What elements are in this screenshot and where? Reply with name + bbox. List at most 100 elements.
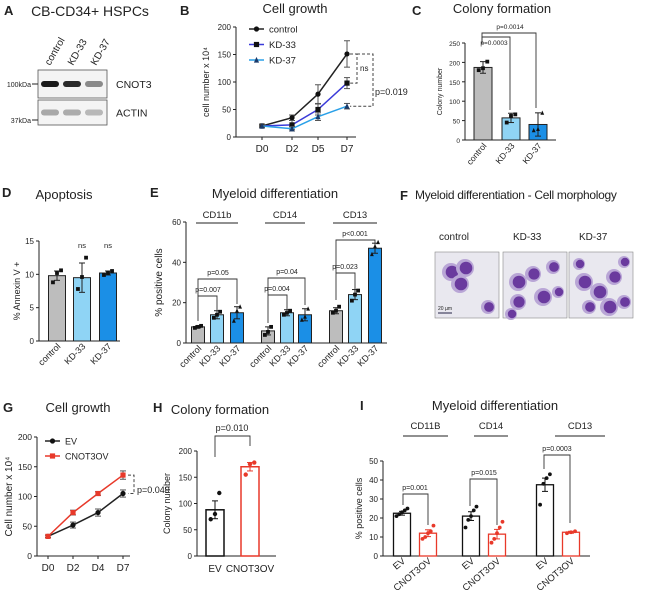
I-data-point [426, 531, 430, 536]
panel-title-e: Myeloid differentiation [211, 186, 339, 201]
B-x-tick-label: D2 [286, 144, 299, 155]
band [85, 109, 103, 116]
C-data-point [531, 127, 536, 133]
E-y-tick-label: 40 [172, 258, 181, 267]
panel-label-h: H [153, 400, 163, 415]
I-y-tick-label: 40 [369, 476, 378, 485]
I-data-point [471, 508, 476, 513]
E-data-point [356, 288, 360, 293]
H-y-tick-label: 0 [188, 552, 193, 561]
G-series-line-CNOT3OV [47, 474, 124, 537]
cell-nucleus [512, 275, 526, 289]
panel-title-d: Apoptosis [35, 187, 93, 202]
G-series-line-EV [47, 492, 124, 538]
panel-title-f: Myeloid differentiation - Cell morpholog… [415, 188, 617, 202]
I-data-point [495, 531, 499, 536]
G-p-label: p=0.049 [137, 485, 170, 495]
H-bracket [214, 435, 251, 457]
I-data-point [423, 535, 428, 539]
cell-nucleus [575, 259, 585, 269]
B-series-line-KD-33 [261, 82, 348, 127]
D-x-tick-label: KD-37 [88, 341, 113, 366]
C-bar-control [473, 66, 493, 141]
B-point-KD-33 [315, 106, 321, 113]
E-group-label-CD11b: CD11b [203, 210, 232, 221]
E-data-point [263, 333, 267, 337]
I-y-tick-label: 20 [369, 514, 378, 523]
E-data-point [266, 330, 270, 334]
E-x-tick-label: KD-33 [197, 343, 222, 368]
B-y-tick-label: 100 [218, 78, 232, 87]
G-y-tick-label: 50 [23, 521, 33, 531]
E-data-point [232, 318, 236, 323]
I-x-tick-label: EV [391, 555, 408, 572]
E-data-point [306, 306, 310, 311]
E-bracket-label: p=0.004 [264, 286, 290, 293]
C-x-tick-label: KD-33 [493, 141, 516, 166]
I-data-point [431, 523, 436, 528]
G-point-CNOT3OV [70, 509, 76, 516]
E-bracket [197, 295, 218, 321]
cell-nucleus [585, 302, 595, 312]
B-y-tick-label: 0 [227, 133, 232, 142]
H-x-tick-label: EV [208, 564, 222, 575]
G-y-tick-label: 100 [18, 492, 32, 502]
I-group-label-CD11B: CD11B [411, 421, 441, 432]
H-data-point [247, 461, 253, 467]
B-y-axis-label: cell number x 10⁴ [201, 47, 211, 117]
panel-label-e: E [150, 185, 159, 200]
H-data-point [217, 490, 222, 496]
G-x-tick-label: D2 [67, 563, 80, 574]
I-data-point [394, 514, 399, 518]
E-data-point [350, 298, 354, 303]
B-legend-marker [253, 41, 260, 48]
D-data-point [51, 280, 55, 285]
E-data-point [282, 312, 286, 317]
B-point-control [289, 115, 295, 121]
D-ns-label: ns [78, 241, 86, 250]
G-y-tick-label: 200 [18, 432, 32, 442]
E-bracket [267, 294, 288, 323]
E-data-point [370, 251, 374, 257]
panel-label-d: D [2, 185, 12, 200]
E-data-point [288, 308, 292, 313]
G-point-CNOT3OV [95, 490, 101, 497]
cell-nucleus [620, 297, 630, 307]
E-data-point [238, 304, 242, 309]
D-data-point [55, 271, 59, 275]
I-data-point [400, 510, 404, 515]
G-legend-label: EV [65, 437, 77, 447]
G-legend-marker [49, 438, 56, 444]
I-y-tick-label: 50 [369, 457, 378, 466]
I-data-point [500, 519, 505, 524]
E-y-tick-label: 60 [172, 218, 181, 227]
E-data-point [373, 243, 377, 249]
D-y-tick-label: 0 [30, 337, 35, 346]
B-point-control [344, 51, 350, 57]
H-y-tick-label: 50 [183, 526, 192, 535]
I-group-label-CD14: CD14 [479, 421, 503, 432]
E-bar-KD-37 [368, 247, 382, 344]
I-bracket [543, 454, 571, 523]
I-y-tick-label: 10 [369, 533, 378, 542]
I-group-label-CD13: CD13 [568, 421, 592, 432]
E-data-point [300, 317, 304, 322]
G-legend-marker [49, 453, 56, 459]
B-y-tick-label: 50 [222, 106, 231, 115]
D-data-point [59, 268, 63, 273]
I-data-point [428, 529, 433, 534]
E-group-label-CD13: CD13 [343, 210, 367, 221]
D-data-point [110, 269, 114, 273]
E-bracket [335, 272, 356, 300]
E-bar-KD-33 [280, 312, 294, 344]
C-y-tick-label: 150 [449, 80, 460, 87]
C-data-point [540, 110, 545, 115]
E-bracket [267, 277, 306, 305]
D-bar-control [48, 275, 66, 342]
E-data-point [199, 323, 203, 328]
marker-label: 37kDa [11, 118, 31, 125]
I-data-point [544, 476, 549, 480]
B-legend-label: control [269, 25, 298, 36]
micrograph-label-KD-37: KD-37 [579, 232, 608, 243]
